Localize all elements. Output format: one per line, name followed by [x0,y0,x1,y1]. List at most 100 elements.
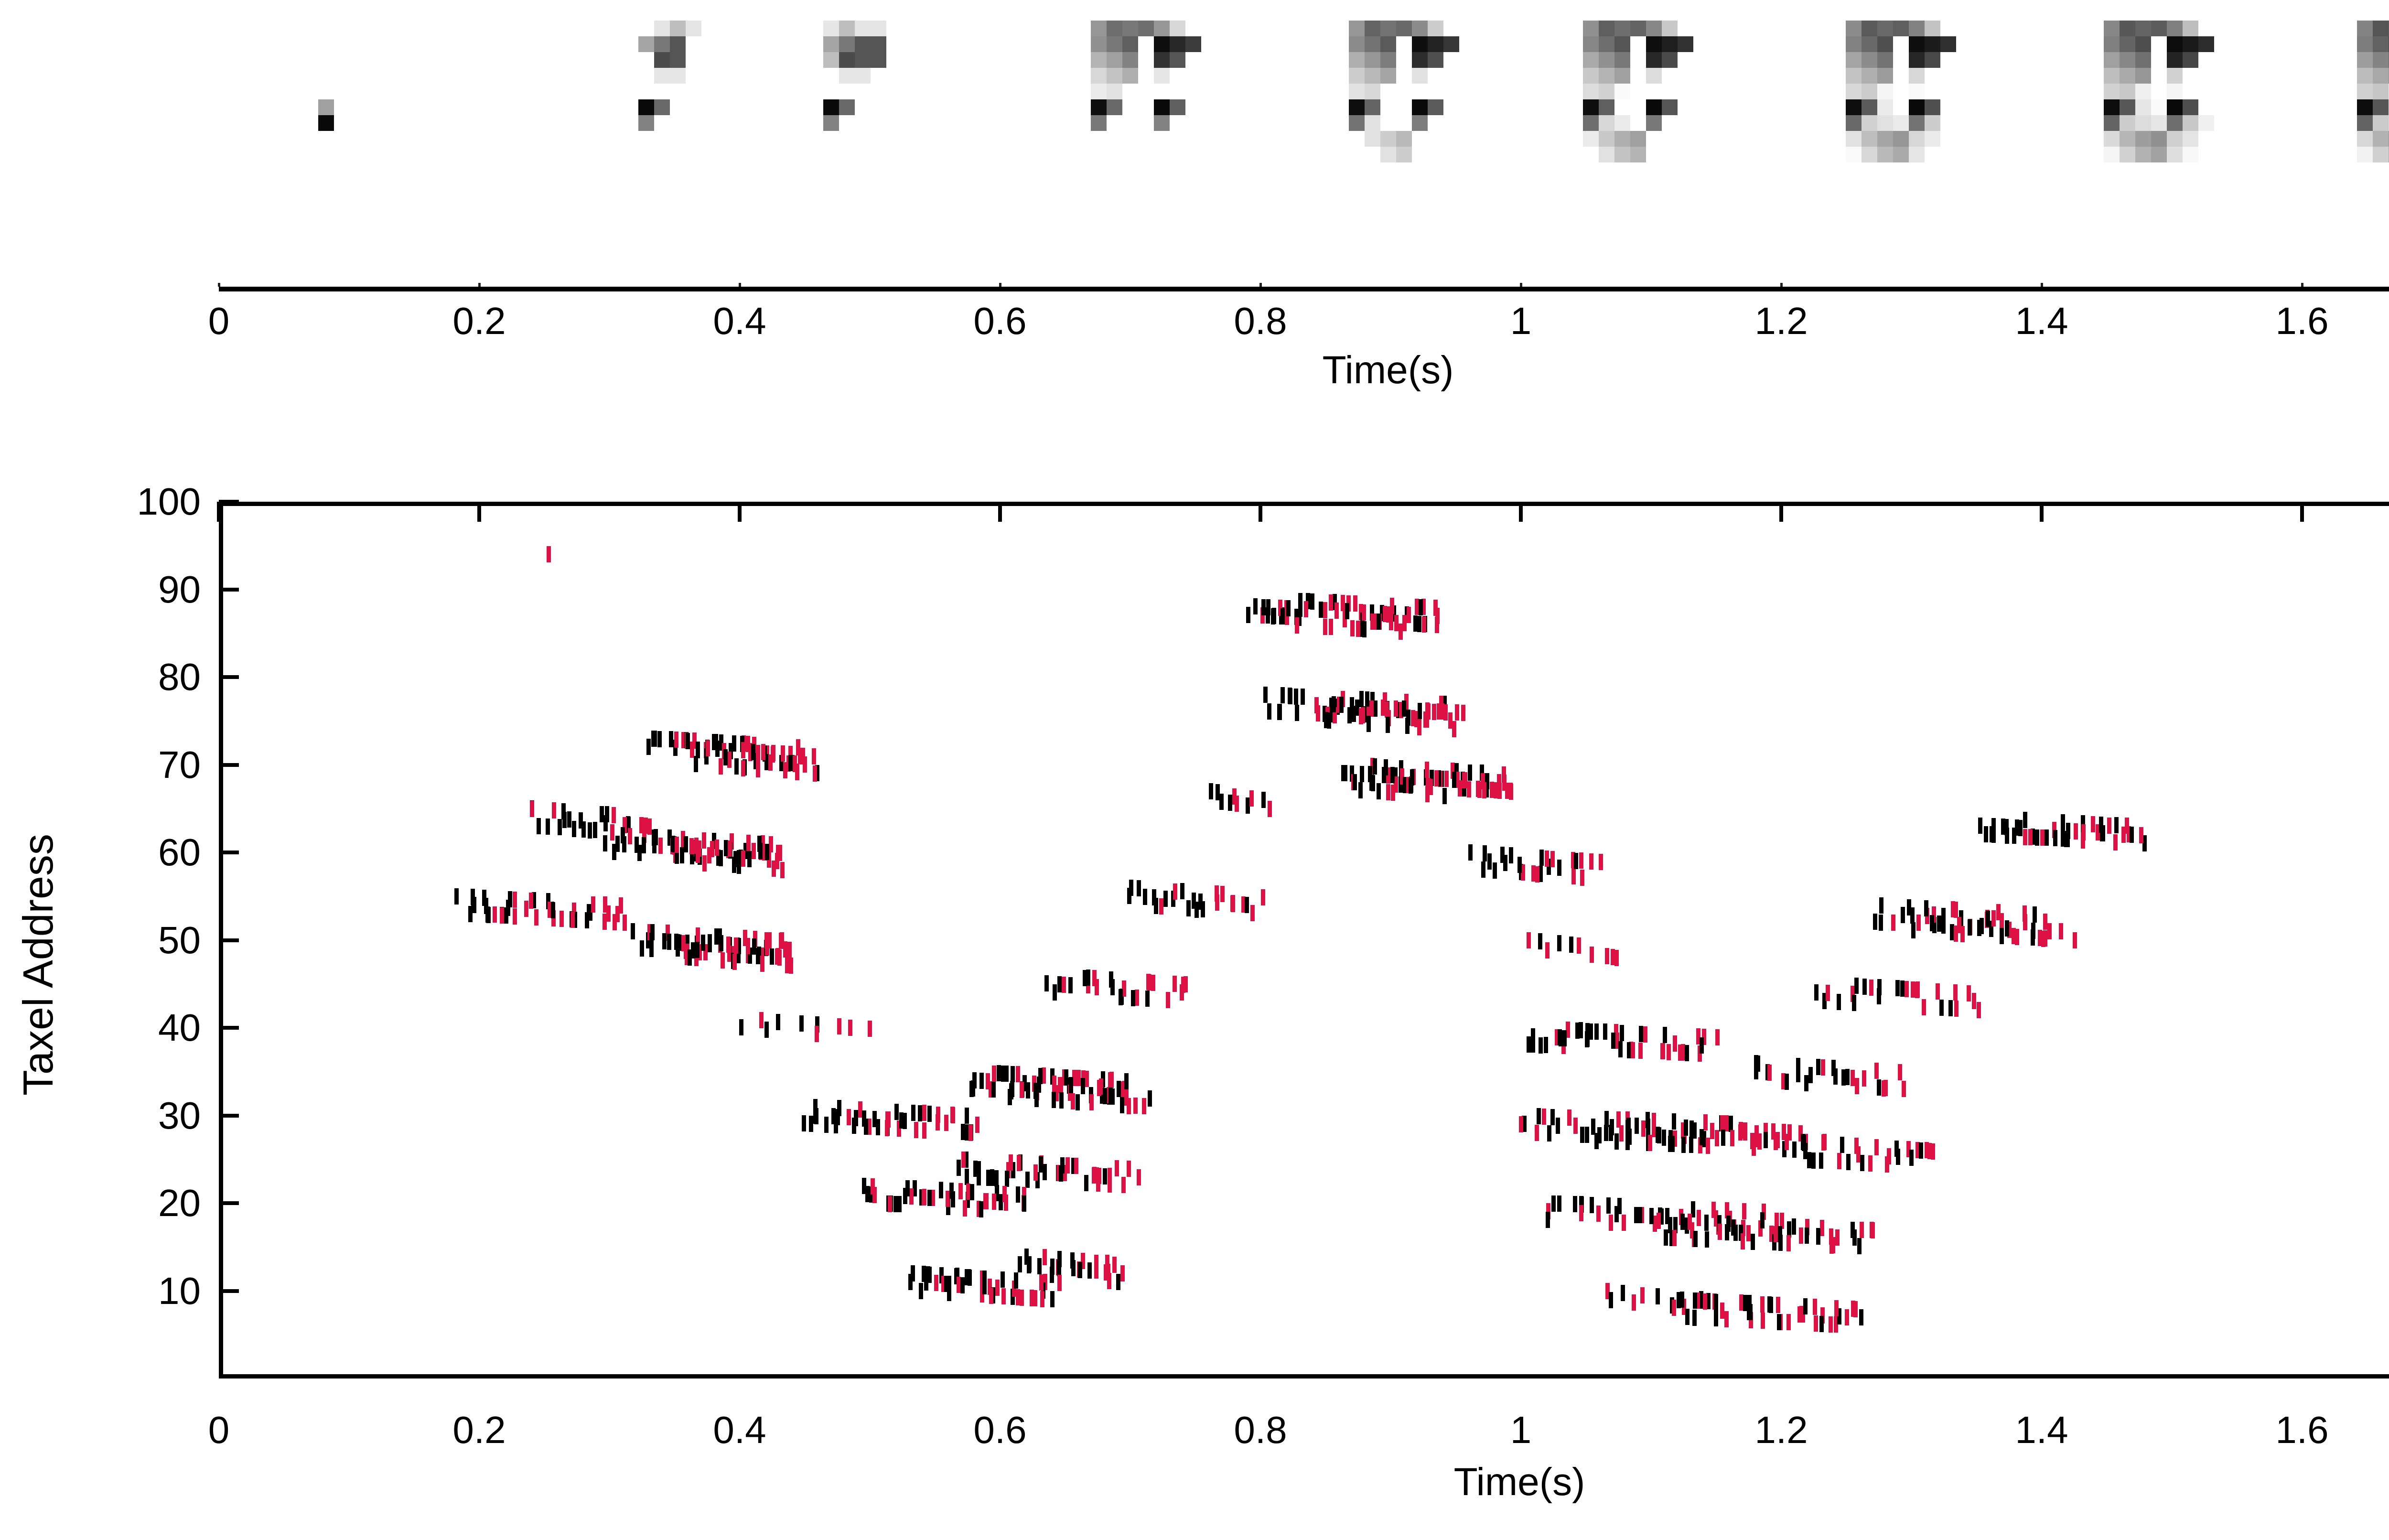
spike-tick [1539,865,1543,882]
tactile-pixel [2373,115,2389,131]
spike-tick [681,732,686,748]
spike-tick [1500,846,1505,863]
spike-tick [1151,975,1155,991]
spike-tick [1991,910,1996,927]
raster-y-tick-label: 20 [158,1182,201,1224]
top-axis-tick [2041,283,2043,287]
spike-tick [884,1120,889,1137]
spike-tick [1454,704,1459,721]
spike-tick [1679,1292,1684,1308]
spike-tick [998,1194,1003,1210]
spike-tick [1551,1195,1556,1212]
tactile-pixel [1365,115,1380,131]
tactile-pixel [2373,147,2389,162]
spike-tick [715,839,719,856]
spike-tick [1565,1021,1570,1038]
spike-tick [1689,1120,1694,1137]
tactile-pixel [1138,21,1154,36]
spike-tick [1261,599,1266,616]
spike-tick [1372,758,1377,775]
spike-tick [1594,1132,1599,1149]
spike-tick [991,1194,996,1210]
tactile-pixel [1662,36,1678,52]
tactile-pixel [1107,68,1122,84]
spike-tick [1868,1155,1873,1172]
tactile-pixel [1909,21,1925,36]
spike-tick [2023,829,2027,845]
spike-tick [1550,851,1555,867]
spike-tick [2142,835,2147,852]
spike-tick [1833,1316,1838,1333]
spike-tick [1671,1300,1676,1316]
raster-y-tick [219,938,239,942]
tactile-pixel [1428,52,1443,68]
tactile-pixel [2104,115,2120,131]
tactile-pixel [1583,99,1599,115]
tactile-pixel [1091,68,1107,84]
spike-tick [1481,861,1486,878]
tactile-pixel [2135,99,2151,115]
spike-tick [1173,975,1177,992]
spike-tick [869,1186,873,1203]
spike-tick [1535,866,1539,883]
spike-tick [1787,1124,1792,1141]
spike-tick [642,837,646,853]
spike-tick [1042,1249,1047,1266]
spike-tick [1376,613,1381,630]
spike-tick [650,924,655,940]
spike-tick [956,1277,961,1293]
spike-tick [1580,1126,1584,1143]
spike-tick [734,937,739,954]
spike-tick [710,841,714,858]
tactile-pixel [871,21,886,36]
spike-tick [737,938,742,955]
spike-tick [1557,1195,1561,1212]
spike-tick [1227,794,1232,811]
spike-tick [1154,898,1159,915]
spike-tick [1781,1073,1786,1090]
spike-tick [1557,860,1561,876]
spike-tick [688,949,692,966]
tactile-pixel [1122,36,1138,52]
spike-tick [672,836,677,852]
spike-tick [1505,782,1510,799]
spike-tick [743,930,747,947]
tactile-pixel [1909,84,1925,99]
spike-tick [1922,999,1926,1015]
spike-tick [837,1018,841,1035]
spike-tick [1906,1141,1911,1157]
spike-tick [1076,1069,1081,1086]
spike-tick [788,746,793,763]
spike-tick [1398,624,1403,640]
spike-tick [2080,815,2085,831]
spike-tick [863,1119,868,1135]
spike-tick [1120,1081,1125,1098]
spike-tick [2001,818,2005,835]
tactile-pixel [2357,36,2373,52]
raster-x-tick [217,502,221,522]
spike-tick [732,857,737,873]
spike-tick [1437,770,1442,786]
spike-tick [668,731,673,748]
spike-tick [951,1107,956,1123]
spike-tick [1419,599,1423,615]
spike-tick [2058,923,2063,940]
spike-tick [1630,1042,1635,1059]
spike-tick [1463,772,1468,789]
spike-tick [1019,1082,1024,1098]
spike-tick [1572,1195,1577,1212]
spike-tick [1960,926,1965,942]
spike-tick [588,904,592,921]
spike-tick [1976,1002,1981,1019]
spike-tick [801,747,806,764]
spike-tick [1626,1042,1631,1058]
spike-tick [1743,1294,1747,1311]
spike-tick [1685,1045,1690,1062]
spike-tick [1856,1146,1861,1163]
spike-tick [581,821,586,838]
spike-tick [727,752,732,768]
spike-tick [1489,782,1494,798]
spike-tick [1826,985,1830,1002]
tactile-pixel [1909,36,1925,52]
spike-tick [1808,1066,1813,1083]
